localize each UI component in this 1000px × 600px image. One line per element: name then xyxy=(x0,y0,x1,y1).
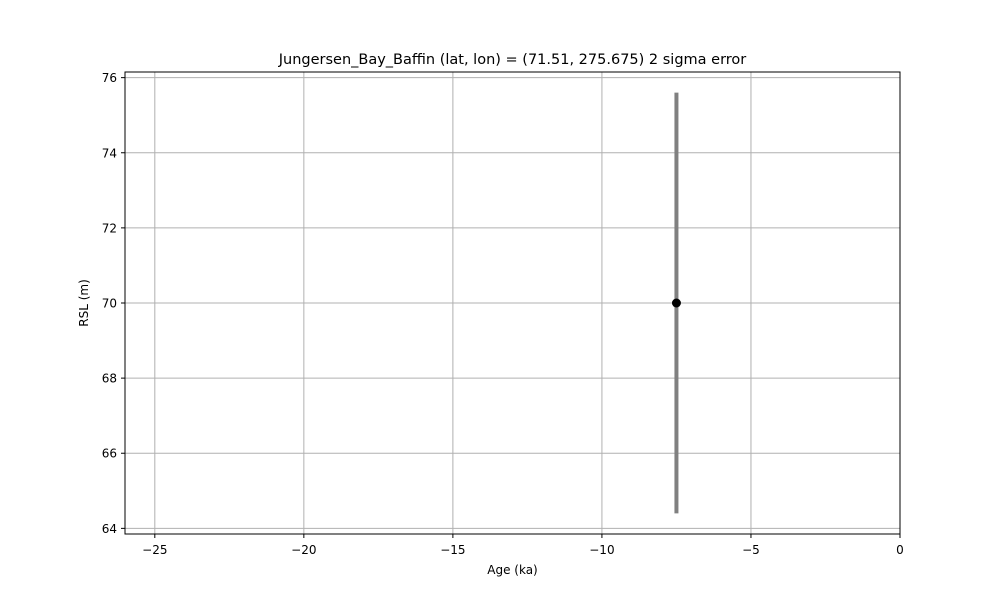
axis-ticks: −25 −20 −15 −10 −5 0 64 66 68 70 72 74 76 xyxy=(102,71,904,557)
x-tick-label: −10 xyxy=(589,543,614,557)
grid xyxy=(125,72,901,534)
x-tick-label: −25 xyxy=(142,543,167,557)
y-tick-label: 70 xyxy=(102,297,117,311)
y-tick-label: 74 xyxy=(102,146,117,160)
x-axis-label: Age (ka) xyxy=(487,563,537,577)
y-tick-label: 68 xyxy=(102,372,117,386)
x-tick-label: −15 xyxy=(440,543,465,557)
y-tick-label: 64 xyxy=(102,522,117,536)
data-point xyxy=(671,298,681,308)
x-tick-label: −20 xyxy=(291,543,316,557)
y-tick-label: 76 xyxy=(102,71,117,85)
x-tick-label: 0 xyxy=(896,543,904,557)
x-tick-label: −5 xyxy=(742,543,760,557)
y-tick-label: 72 xyxy=(102,221,117,235)
chart-title: Jungersen_Bay_Baffin (lat, lon) = (71.51… xyxy=(278,52,747,68)
y-axis-label: RSL (m) xyxy=(77,279,91,327)
y-tick-label: 66 xyxy=(102,447,117,461)
data-layer xyxy=(671,92,681,514)
